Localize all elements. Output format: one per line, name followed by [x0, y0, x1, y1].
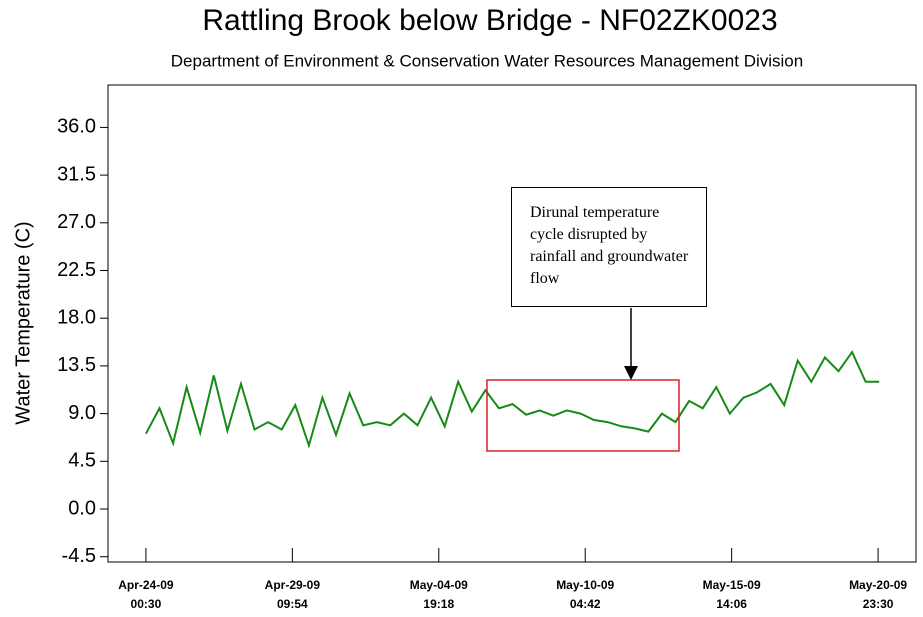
- chart-subtitle: Department of Environment & Conservation…: [171, 51, 803, 70]
- x-tick-label: May-20-09 23:30: [849, 578, 908, 611]
- y-tick-label: 4.5: [68, 450, 96, 472]
- y-tick-label: 22.5: [57, 259, 96, 281]
- x-tick-label: May-10-09 04:42: [556, 578, 615, 611]
- data-line: [145, 350, 880, 449]
- y-tick-label: 18.0: [57, 306, 96, 328]
- highlight-box: [486, 379, 680, 452]
- y-tick-label: -4.5: [62, 545, 96, 567]
- y-tick-label: 27.0: [57, 211, 96, 233]
- x-tick-label: Apr-29-09 09:54: [264, 578, 321, 611]
- chart-title: Rattling Brook below Bridge - NF02ZK0023: [202, 4, 777, 37]
- x-tick-label: May-15-09 14:06: [702, 578, 761, 611]
- y-axis-label: Water Temperature (C): [12, 221, 34, 424]
- y-tick-label: 0.0: [68, 497, 96, 519]
- y-tick-label: 13.5: [57, 354, 96, 376]
- x-tick-label: Apr-24-09 00:30: [118, 578, 174, 611]
- y-tick-label: 31.5: [57, 163, 96, 185]
- plot-frame: [107, 84, 917, 563]
- y-tick-label: 9.0: [68, 402, 96, 424]
- x-tick-label: May-04-09 19:18: [409, 578, 468, 611]
- annotation-arrowhead: [624, 366, 638, 380]
- annotation: Dirunal temperature cycle disrupted by r…: [511, 187, 707, 307]
- y-tick-label: 36.0: [57, 116, 96, 138]
